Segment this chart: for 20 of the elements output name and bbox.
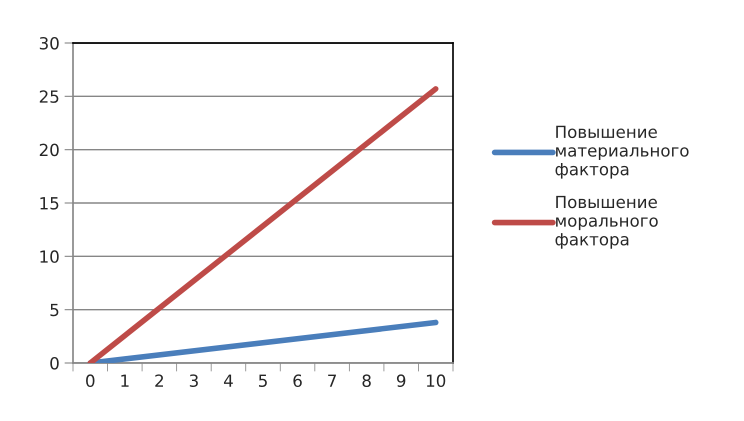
x-tick-label: 5 [258,374,267,388]
legend-label: Повышение материального фактора [556,126,689,179]
x-tick-label: 6 [293,374,302,388]
x-tick-label: 9 [396,374,406,388]
y-tick-label: 25 [40,90,58,103]
x-tick-label: 8 [362,374,371,388]
y-tick-label: 0 [50,356,59,370]
y-tick-label: 20 [40,144,59,156]
x-tick-label: 0 [86,374,94,388]
x-tick-label: 3 [190,374,198,388]
legend-label: Повышение морального фактора [556,196,658,249]
x-tick-label: 4 [224,374,233,387]
x-tick-label: 10 [426,374,446,388]
y-tick-label: 5 [50,304,58,316]
x-tick-label: 7 [328,374,336,387]
x-tick-label: 2 [155,374,163,387]
x-tick-label: 1 [121,374,129,387]
y-tick-label: 30 [40,36,59,50]
y-tick-label: 15 [40,197,58,210]
y-tick-label: 10 [40,250,59,263]
